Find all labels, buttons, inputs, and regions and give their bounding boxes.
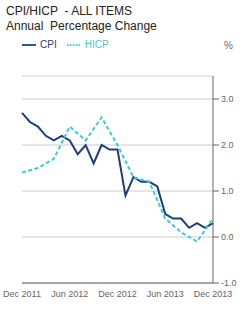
svg-text:0.0: 0.0 — [221, 232, 234, 242]
svg-text:2.0: 2.0 — [221, 140, 234, 150]
svg-text:Jun 2013: Jun 2013 — [147, 289, 184, 299]
html-text:CPI: CPI — [40, 38, 57, 50]
svg-text:Jun 2012: Jun 2012 — [51, 289, 88, 299]
svg-text:Dec 2011: Dec 2011 — [8, 289, 41, 299]
html-text:HICP: HICP — [84, 38, 109, 50]
svg-text:1.0: 1.0 — [221, 186, 234, 196]
svg-text:-1.0: -1.0 — [221, 278, 237, 288]
html-text:Annual Percentage Change: Annual Percentage Change — [6, 19, 157, 33]
html-text:CPI/HICP - ALL ITEMS: CPI/HICP - ALL ITEMS — [6, 4, 132, 18]
svg-text:Dec 2012: Dec 2012 — [98, 289, 137, 299]
svg-text:3.0: 3.0 — [221, 94, 234, 104]
svg-text:Dec 2013: Dec 2013 — [194, 289, 233, 299]
